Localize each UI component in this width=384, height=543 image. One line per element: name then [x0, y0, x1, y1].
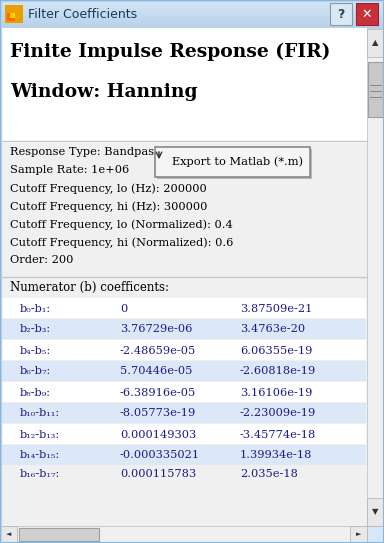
Bar: [0, 526, 367, 543]
Bar: [0, 2, 384, 3]
Text: ◄: ◄: [6, 532, 11, 538]
Text: -8.05773e-19: -8.05773e-19: [120, 408, 196, 419]
Text: 3.76729e-06: 3.76729e-06: [120, 325, 192, 334]
Bar: [0, 13, 384, 14]
Bar: [1, 298, 366, 318]
Text: Filter Coefficients: Filter Coefficients: [28, 8, 137, 21]
Bar: [0, 15, 384, 16]
Text: -3.45774e-18: -3.45774e-18: [240, 430, 316, 439]
Bar: [0, 19, 384, 20]
Text: b₁₆-b₁₇:: b₁₆-b₁₇:: [20, 469, 60, 479]
Bar: [368, 62, 383, 117]
Bar: [1, 445, 366, 465]
Text: Cutoff Frequency, lo (Normalized): 0.4: Cutoff Frequency, lo (Normalized): 0.4: [10, 219, 233, 230]
Text: Finite Impulse Response (FIR): Finite Impulse Response (FIR): [10, 43, 330, 61]
Bar: [1, 403, 366, 423]
Bar: [0, 21, 384, 22]
Text: Cutoff Frequency, hi (Normalized): 0.6: Cutoff Frequency, hi (Normalized): 0.6: [10, 237, 233, 248]
Bar: [1, 361, 366, 381]
Bar: [0, 0, 384, 1]
Text: -2.60818e-19: -2.60818e-19: [240, 367, 316, 376]
Bar: [0, 26, 384, 27]
Bar: [330, 3, 352, 25]
Text: 6.06355e-19: 6.06355e-19: [240, 345, 312, 356]
Bar: [0, 3, 384, 4]
Bar: [0, 1, 384, 2]
Text: Export to Matlab (*.m): Export to Matlab (*.m): [172, 157, 303, 167]
Text: Sample Rate: 1e+06: Sample Rate: 1e+06: [10, 165, 129, 175]
Text: Cutoff Frequency, hi (Hz): 300000: Cutoff Frequency, hi (Hz): 300000: [10, 201, 207, 212]
Bar: [0, 9, 384, 10]
Bar: [7, 13, 15, 21]
Bar: [19, 528, 99, 541]
Bar: [356, 3, 378, 25]
Bar: [0, 20, 384, 21]
Text: b₁₀-b₁₁:: b₁₀-b₁₁:: [20, 408, 60, 419]
Bar: [0, 11, 384, 12]
Text: Numerator (b) coefficents:: Numerator (b) coefficents:: [10, 281, 169, 294]
Text: 3.87509e-21: 3.87509e-21: [240, 304, 312, 313]
Bar: [0, 526, 17, 543]
Bar: [0, 6, 384, 7]
Bar: [1, 424, 366, 444]
Text: -2.23009e-19: -2.23009e-19: [240, 408, 316, 419]
Text: 3.4763e-20: 3.4763e-20: [240, 325, 305, 334]
Text: Response Type: Bandpass: Response Type: Bandpass: [10, 147, 160, 157]
Text: 0: 0: [120, 304, 127, 313]
Text: 1.39934e-18: 1.39934e-18: [240, 451, 312, 460]
Bar: [0, 18, 384, 19]
Text: Order: 200: Order: 200: [10, 255, 73, 265]
Bar: [0, 23, 384, 24]
Text: Window: Hanning: Window: Hanning: [10, 83, 198, 101]
Bar: [0, 22, 384, 23]
Bar: [0, 12, 384, 13]
Bar: [0, 7, 384, 8]
Bar: [0, 17, 384, 18]
Bar: [0, 24, 384, 25]
Text: 5.70446e-05: 5.70446e-05: [120, 367, 192, 376]
Text: Cutoff Frequency, lo (Hz): 200000: Cutoff Frequency, lo (Hz): 200000: [10, 183, 207, 193]
Text: 0.000149303: 0.000149303: [120, 430, 196, 439]
Bar: [10, 13, 15, 18]
Bar: [0, 8, 384, 9]
Text: ▼: ▼: [372, 508, 379, 516]
Text: -2.48659e-05: -2.48659e-05: [120, 345, 196, 356]
Bar: [1, 340, 366, 360]
Bar: [5, 5, 23, 23]
Text: ▲: ▲: [372, 39, 379, 47]
Text: b₂-b₃:: b₂-b₃:: [20, 325, 51, 334]
Text: b₄-b₅:: b₄-b₅:: [20, 345, 51, 356]
Text: 0.000115783: 0.000115783: [120, 469, 196, 479]
Bar: [367, 28, 384, 526]
Text: ?: ?: [337, 8, 345, 21]
Bar: [0, 14, 384, 15]
Bar: [157, 149, 312, 179]
Text: b₈-b₉:: b₈-b₉:: [20, 388, 51, 397]
Bar: [367, 498, 384, 526]
Bar: [0, 16, 384, 17]
Text: ►: ►: [356, 532, 361, 538]
Text: b₁₂-b₁₃:: b₁₂-b₁₃:: [20, 430, 60, 439]
Text: b₆-b₇:: b₆-b₇:: [20, 367, 51, 376]
Bar: [1, 319, 366, 339]
Bar: [0, 4, 384, 5]
Bar: [155, 147, 310, 177]
Text: 2.035e-18: 2.035e-18: [240, 469, 298, 479]
Text: ✕: ✕: [362, 8, 372, 21]
Text: 3.16106e-19: 3.16106e-19: [240, 388, 312, 397]
Text: b₀-b₁:: b₀-b₁:: [20, 304, 51, 313]
Bar: [0, 25, 384, 26]
Bar: [0, 28, 367, 143]
Text: -0.000335021: -0.000335021: [120, 451, 200, 460]
Bar: [0, 10, 384, 11]
Bar: [0, 27, 384, 28]
Bar: [367, 29, 384, 57]
Bar: [0, 5, 384, 6]
Text: b₁₄-b₁₅:: b₁₄-b₁₅:: [20, 451, 60, 460]
Bar: [1, 382, 366, 402]
Text: -6.38916e-05: -6.38916e-05: [120, 388, 196, 397]
Bar: [350, 526, 367, 543]
